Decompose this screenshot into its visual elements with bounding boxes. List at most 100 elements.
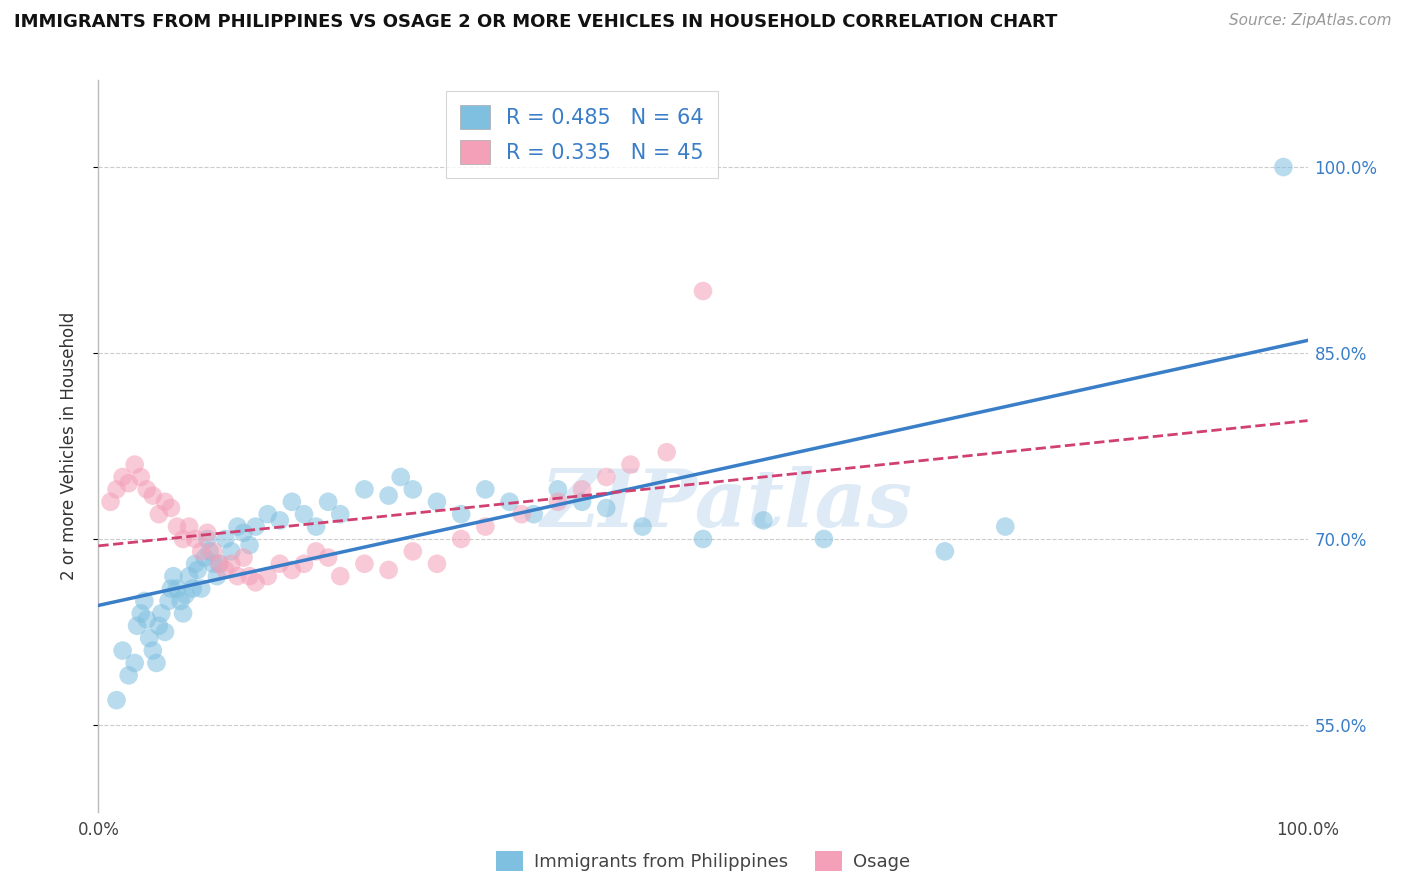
Point [269, 513, 291, 527]
Point [450, 507, 472, 521]
Point [160, 500, 183, 515]
Point [232, 525, 254, 540]
Point [292, 507, 315, 521]
Point [208, 557, 231, 571]
Point [135, 613, 157, 627]
Point [194, 550, 217, 565]
Point [129, 607, 152, 621]
Text: Source: ZipAtlas.com: Source: ZipAtlas.com [1229, 13, 1392, 29]
Point [134, 594, 156, 608]
Point [571, 483, 593, 497]
Point [135, 483, 157, 497]
Point [269, 557, 291, 571]
Point [239, 569, 262, 583]
Point [377, 489, 399, 503]
Point [205, 569, 228, 583]
Point [202, 544, 225, 558]
Point [169, 594, 191, 608]
Point [329, 569, 352, 583]
Point [124, 458, 146, 472]
Point [232, 550, 254, 565]
Point [292, 557, 315, 571]
Point [450, 532, 472, 546]
Point [692, 532, 714, 546]
Point [426, 495, 449, 509]
Point [190, 544, 212, 558]
Point [426, 557, 449, 571]
Point [474, 519, 496, 533]
Point [105, 693, 128, 707]
Point [129, 470, 152, 484]
Point [595, 470, 617, 484]
Point [214, 532, 236, 546]
Point [510, 507, 533, 521]
Point [281, 495, 304, 509]
Point [172, 532, 194, 546]
Point [402, 544, 425, 558]
Point [172, 607, 194, 621]
Point [631, 519, 654, 533]
Point [202, 557, 225, 571]
Point [226, 569, 249, 583]
Point [145, 656, 167, 670]
Point [377, 563, 399, 577]
Point [226, 519, 249, 533]
Point [118, 476, 141, 491]
Point [305, 544, 328, 558]
Point [329, 507, 352, 521]
Text: ZIPatlas: ZIPatlas [541, 466, 914, 543]
Point [195, 532, 218, 546]
Point [148, 619, 170, 633]
Point [547, 483, 569, 497]
Point [353, 483, 375, 497]
Point [105, 483, 128, 497]
Point [195, 525, 218, 540]
Legend: R = 0.485   N = 64, R = 0.335   N = 45: R = 0.485 N = 64, R = 0.335 N = 45 [446, 91, 718, 178]
Point [162, 569, 184, 583]
Point [239, 538, 262, 552]
Point [208, 557, 231, 571]
Point [813, 532, 835, 546]
Point [174, 588, 197, 602]
Point [316, 495, 339, 509]
Point [281, 563, 304, 577]
Point [166, 519, 188, 533]
Point [245, 519, 267, 533]
Point [994, 519, 1017, 533]
Point [160, 582, 183, 596]
Point [198, 544, 221, 558]
Y-axis label: 2 or more Vehicles in Household: 2 or more Vehicles in Household [59, 312, 77, 580]
Point [934, 544, 956, 558]
Point [214, 563, 236, 577]
Point [157, 594, 180, 608]
Point [124, 656, 146, 670]
Legend: Immigrants from Philippines, Osage: Immigrants from Philippines, Osage [489, 844, 917, 879]
Point [127, 619, 149, 633]
Point [655, 445, 678, 459]
Point [402, 483, 425, 497]
Point [187, 563, 209, 577]
Point [474, 483, 496, 497]
Point [184, 557, 207, 571]
Point [353, 557, 375, 571]
Point [148, 507, 170, 521]
Point [190, 582, 212, 596]
Point [166, 582, 188, 596]
Point [305, 519, 328, 533]
Point [692, 284, 714, 298]
Point [256, 507, 278, 521]
Point [100, 495, 122, 509]
Point [1272, 160, 1295, 174]
Point [184, 532, 207, 546]
Point [111, 470, 134, 484]
Point [595, 500, 617, 515]
Point [619, 458, 641, 472]
Point [111, 643, 134, 657]
Point [547, 495, 569, 509]
Point [221, 557, 243, 571]
Point [181, 582, 204, 596]
Point [389, 470, 412, 484]
Point [256, 569, 278, 583]
Point [316, 550, 339, 565]
Point [221, 544, 243, 558]
